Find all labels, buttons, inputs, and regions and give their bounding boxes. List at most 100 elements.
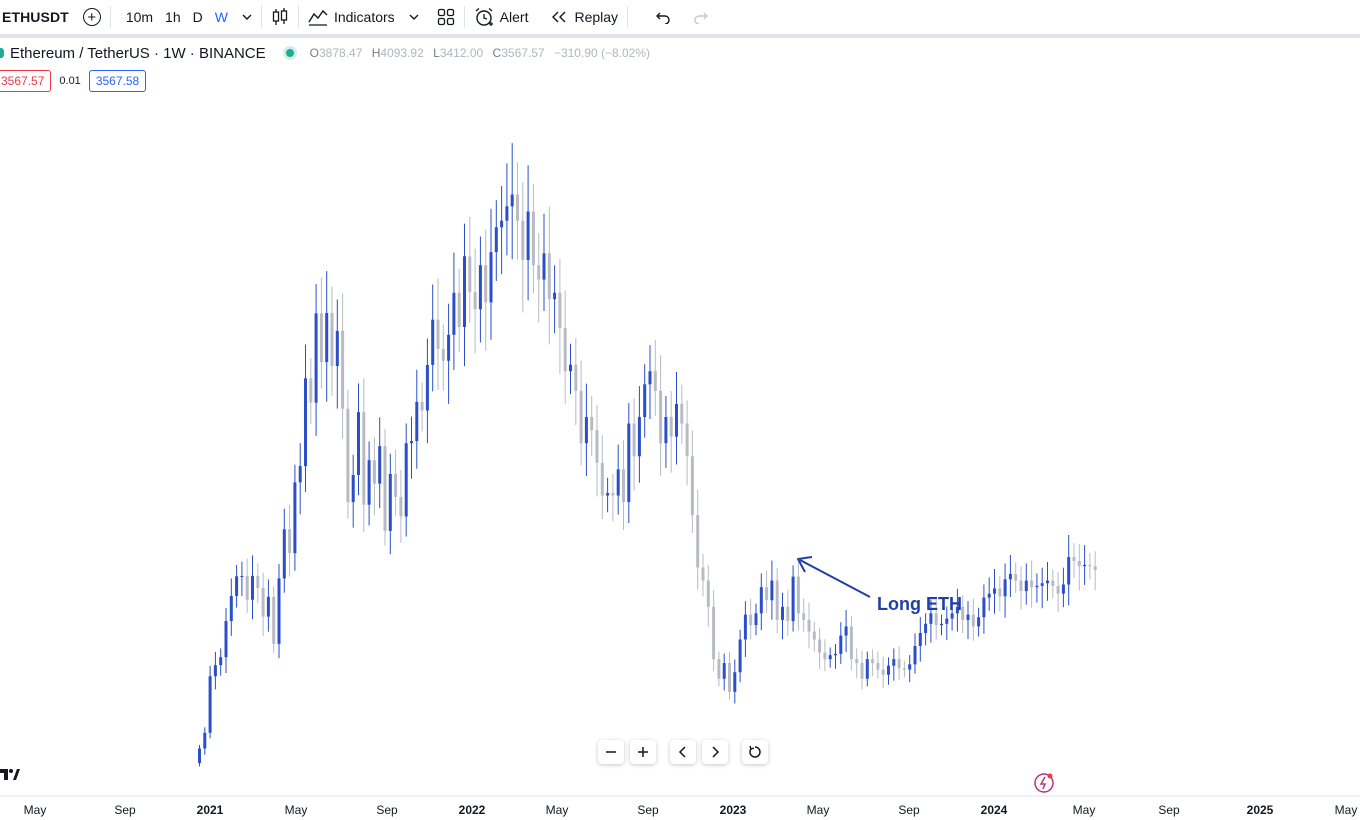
candle-body: [611, 492, 615, 496]
candle-body: [489, 252, 493, 303]
candle-body: [743, 614, 747, 640]
candle-body: [452, 292, 456, 335]
candle-body: [1051, 580, 1055, 586]
candle: [224, 607, 228, 673]
candle: [1067, 535, 1071, 606]
candle-body: [940, 623, 943, 626]
candle: [722, 653, 726, 691]
candle: [622, 440, 625, 530]
candle-body: [796, 576, 800, 614]
candle: [812, 621, 816, 652]
zoom-in-icon[interactable]: [630, 740, 656, 764]
x-tick-label: 2025: [1247, 803, 1274, 817]
candle-body: [966, 614, 970, 620]
candle-body: [839, 635, 843, 654]
chevron-down-icon[interactable]: [242, 13, 252, 21]
annotation-text[interactable]: Long ETH: [877, 594, 962, 614]
sell-price-button[interactable]: 3567.57: [0, 70, 52, 92]
symbol-title[interactable]: Ethereum / TetherUS · 1W · BINANCE: [10, 44, 266, 62]
symbol-search-button[interactable]: ETHUSDT: [2, 9, 69, 25]
interval-10m[interactable]: 10m: [125, 9, 154, 25]
x-tick-label: Sep: [898, 803, 920, 817]
candle: [542, 213, 546, 311]
reset-icon[interactable]: [742, 740, 768, 764]
candle-body: [637, 417, 641, 457]
candles-icon[interactable]: [271, 0, 289, 34]
candle-body: [478, 265, 482, 310]
candle: [770, 560, 774, 620]
candle-body: [1093, 566, 1097, 571]
candle: [717, 651, 721, 687]
candle-body: [319, 313, 323, 363]
buy-price-button[interactable]: 3567.58: [88, 70, 147, 92]
candle: [796, 562, 800, 631]
candle-body: [420, 401, 424, 411]
chevron-down-icon[interactable]: [409, 13, 419, 21]
replay-label: Replay: [574, 9, 619, 25]
candle: [341, 293, 345, 439]
undo-icon[interactable]: [653, 0, 671, 34]
candle-body: [309, 378, 313, 403]
candle: [966, 601, 970, 640]
low-value: 3412.00: [439, 46, 484, 60]
x-tick-label: 2022: [459, 803, 486, 817]
tradingview-logo[interactable]: [0, 766, 20, 782]
market-status-dot[interactable]: [285, 49, 294, 57]
lightning-bolt-icon[interactable]: [1034, 773, 1054, 793]
candle-body: [1056, 585, 1060, 594]
candle-body: [791, 576, 795, 622]
plus-circle-icon[interactable]: +: [82, 8, 101, 26]
layout-grid-icon[interactable]: [437, 0, 455, 34]
candle-body: [770, 580, 774, 601]
scroll-right-icon[interactable]: [702, 740, 728, 764]
candle-body: [1035, 585, 1039, 588]
candle-body: [643, 384, 647, 418]
candle: [632, 398, 636, 491]
candle-body: [584, 417, 588, 444]
candle-body: [961, 606, 965, 620]
candle-body: [410, 441, 413, 444]
candle-body: [367, 460, 371, 505]
candle: [706, 564, 710, 628]
indicators-button[interactable]: Indicators: [308, 0, 395, 34]
candle: [728, 651, 731, 700]
candle-body: [908, 664, 912, 670]
candle: [839, 622, 843, 664]
candle: [690, 430, 694, 534]
candle: [616, 444, 620, 515]
candle-body: [685, 423, 689, 457]
candle-body: [781, 606, 784, 620]
candle-body: [590, 417, 594, 431]
candle: [1077, 544, 1081, 591]
open-value: 3878.47: [318, 46, 363, 60]
interval-1h[interactable]: 1h: [165, 9, 181, 25]
candle-body: [463, 256, 466, 327]
scroll-left-icon[interactable]: [670, 740, 696, 764]
candle: [855, 648, 859, 679]
interval-d[interactable]: D: [192, 9, 203, 25]
candle-body: [802, 613, 806, 620]
candle: [288, 505, 292, 577]
redo-icon[interactable]: [693, 0, 711, 34]
candle: [473, 248, 477, 354]
zoom-out-icon[interactable]: [598, 740, 624, 764]
replay-button[interactable]: Replay: [550, 0, 618, 34]
candle: [367, 441, 371, 526]
candle-body: [473, 292, 477, 310]
interval-w[interactable]: W: [214, 9, 228, 25]
candle: [897, 646, 901, 680]
candle: [834, 643, 837, 669]
candle-body: [717, 659, 721, 679]
candle: [844, 609, 848, 653]
candle-body: [272, 596, 276, 644]
candle-body: [749, 614, 753, 626]
alert-button[interactable]: Alert: [474, 0, 528, 34]
candle-body: [929, 613, 933, 624]
candle: [961, 595, 965, 634]
candle: [441, 324, 445, 391]
candle-body: [1003, 579, 1007, 597]
candle-body: [531, 211, 535, 266]
annotation-arrow[interactable]: [797, 556, 871, 598]
candle: [754, 603, 758, 636]
